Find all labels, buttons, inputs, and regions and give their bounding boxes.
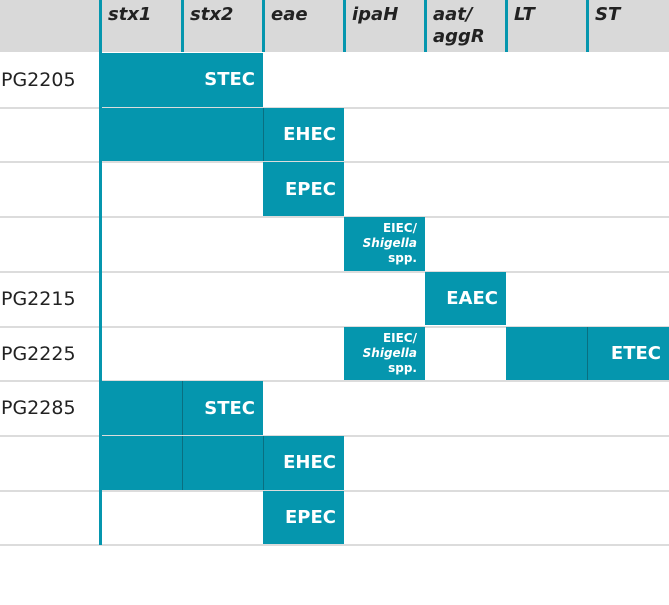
cell-text: EAEC [446, 288, 498, 310]
header-text: LT [514, 4, 535, 25]
cell: EIEC/Shigella spp. [344, 217, 425, 271]
header-text: stx1 [108, 4, 152, 25]
cell-text: EPEC [285, 506, 336, 528]
cell-text: STEC [204, 69, 255, 91]
cell: EIEC/Shigella spp. [344, 326, 425, 381]
row-label: PG2285 [1, 397, 76, 420]
header-text: ST [595, 4, 621, 25]
cell: EPEC [263, 490, 344, 545]
header-text: ipaH [352, 4, 399, 25]
row-label: PG2215 [1, 287, 76, 310]
header-divider [181, 0, 184, 52]
cell [100, 435, 182, 490]
cell-text: Shigella [362, 236, 417, 251]
header-cell: eae [271, 4, 308, 26]
cell [506, 326, 587, 381]
cell-text: spp. [388, 251, 417, 266]
row-line [0, 544, 669, 547]
cell [100, 381, 182, 435]
header-divider [586, 0, 589, 52]
header-text: aat/ [433, 4, 473, 25]
header-divider [343, 0, 346, 52]
cell-text: EIEC/ [382, 330, 417, 345]
cell [100, 107, 263, 162]
header-cell: ipaH [352, 4, 398, 26]
header-cell: ST [595, 4, 620, 26]
cell-text: STEC [204, 397, 255, 419]
left-rule [99, 52, 102, 546]
cell-text: spp. [388, 360, 417, 375]
cell: STEC [182, 381, 263, 435]
row-line [0, 270, 669, 273]
cell: ETEC [587, 326, 669, 381]
header-cell: stx1 [108, 4, 151, 26]
row-label: PG2205 [1, 69, 76, 91]
cell-text: ETEC [610, 342, 661, 364]
header-divider [505, 0, 508, 52]
cell: EAEC [425, 271, 506, 326]
cell: STEC [100, 53, 263, 107]
cell: EHEC [263, 435, 344, 490]
header-text: aggR [433, 26, 485, 47]
row-line [0, 380, 669, 383]
cell: EPEC [263, 162, 344, 217]
cell-text: Shigella [362, 345, 417, 360]
header-divider [424, 0, 427, 52]
cell [182, 435, 263, 490]
header-bar [0, 0, 669, 52]
cell-text: EIEC/ [382, 221, 417, 236]
header-cell: LT [514, 4, 535, 26]
header-divider [262, 0, 265, 52]
cell-text: EHEC [283, 452, 336, 474]
cell-text: EHEC [283, 124, 336, 146]
header-cell: aat/aggR [433, 4, 485, 48]
row-line [0, 216, 669, 219]
header-divider [99, 0, 102, 52]
header-text: stx2 [190, 4, 234, 25]
header-cell: stx2 [190, 4, 233, 26]
row-line [0, 325, 669, 328]
cell: EHEC [263, 107, 344, 162]
header-text: eae [271, 4, 308, 25]
row-label: PG2225 [1, 342, 76, 365]
cell-text: EPEC [285, 178, 336, 200]
